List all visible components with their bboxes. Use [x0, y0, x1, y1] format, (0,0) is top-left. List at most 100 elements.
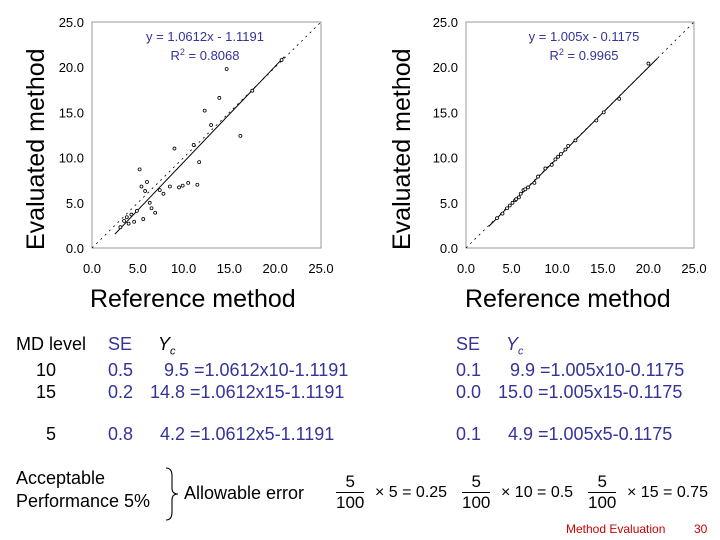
formula-numerator: 5: [588, 472, 617, 493]
curly-brace-icon: [165, 467, 179, 521]
data-point: [149, 206, 154, 211]
chart1-svg: 0.0 5.0 10.0 15.0 20.0 25.0 0.0 5.0 10.0 15.0 20.0…: [59, 15, 334, 276]
yc-subscript: c: [170, 345, 176, 358]
table-row-se2: 0.0: [456, 382, 482, 402]
data-point: [556, 154, 561, 159]
data-point: [129, 212, 134, 217]
table-row-md: 15: [36, 382, 57, 402]
chart2-xlabel: Reference method: [465, 285, 671, 313]
plot-frame: [91, 21, 322, 249]
data-point: [523, 187, 528, 192]
data-point: [143, 189, 148, 193]
data-point: [122, 218, 126, 223]
x-tick-label: 25.0: [308, 261, 333, 276]
data-point: [195, 182, 200, 187]
y-tick-label: 10.0: [59, 151, 84, 166]
data-point: [516, 195, 521, 200]
formula-numerator: 5: [462, 472, 491, 493]
data-point: [495, 216, 499, 221]
data-point: [224, 67, 229, 71]
data-point: [217, 96, 222, 100]
data-point: [147, 200, 152, 205]
formula-numerator: 5: [336, 472, 365, 493]
y-tick-label: 0.0: [440, 241, 458, 256]
formula-denominator: 100: [336, 493, 365, 512]
x-tick-label: 15.0: [590, 261, 615, 276]
data-point: [145, 180, 149, 184]
table-header-md: MD level: [16, 334, 87, 354]
data-point: [536, 174, 540, 179]
x-tick-label: 20.0: [263, 261, 288, 276]
x-tick-label: 0.0: [457, 261, 475, 276]
formula-2-fraction: 5 100: [462, 472, 491, 513]
data-point: [646, 61, 651, 66]
data-point: [161, 191, 166, 196]
table-row-md: 10: [36, 360, 57, 380]
table-header-se-2: SE: [456, 334, 481, 354]
data-point: [139, 184, 144, 189]
table-row-calc2: 9.9 =1.005x10-0.1175: [510, 360, 685, 380]
chart2-svg: 0.0 5.0 10.0 15.0 20.0 25.0 0.0 5.0 10.0 15.0 20.0…: [433, 15, 707, 276]
x-tick-label: 15.0: [217, 261, 242, 276]
footer-label: Method Evaluation: [566, 522, 666, 536]
yc-subscript: c: [518, 345, 524, 358]
data-point: [279, 58, 284, 62]
data-point: [566, 143, 571, 148]
data-point: [563, 147, 568, 152]
table-row-se2: 0.1: [456, 360, 482, 380]
data-point: [153, 210, 158, 215]
table-row-se1: 0.2: [108, 382, 134, 402]
y-tick-label: 0.0: [66, 241, 84, 256]
regression-equation: y = 1.005x - 0.1175: [529, 29, 640, 44]
y-tick-label: 15.0: [433, 105, 458, 120]
allowable-error-label: Allowable error: [184, 483, 305, 503]
data-point: [573, 138, 578, 143]
data-point: [132, 219, 137, 224]
y-tick-label: 20.0: [433, 60, 458, 75]
data-point: [191, 143, 196, 147]
footer-page-number: 30: [694, 522, 708, 536]
formula-3-rest: × 15 = 0.75: [627, 484, 708, 501]
data-point: [500, 211, 505, 216]
table-header-se-1: SE: [108, 334, 133, 354]
data-point: [118, 225, 123, 230]
data-point: [186, 181, 191, 185]
x-tick-label: 20.0: [636, 261, 661, 276]
formula-denominator: 100: [462, 493, 491, 512]
table-header-yc-1: Yc: [158, 334, 176, 358]
table-row-calc2: 15.0 =1.005x15-0.1175: [498, 382, 683, 402]
data-point: [209, 123, 213, 127]
data-point: [518, 191, 523, 196]
x-tick-label: 10.0: [171, 261, 196, 276]
table-row-calc2: 4.9 =1.005x5-0.1175: [508, 424, 673, 444]
data-point: [177, 185, 181, 190]
yc-letter: Y: [158, 334, 171, 354]
data-point: [505, 206, 509, 211]
y-tick-label: 5.0: [440, 196, 458, 211]
x-tick-label: 25.0: [681, 261, 706, 276]
data-point: [601, 110, 606, 115]
formula-denominator: 100: [588, 493, 617, 512]
table-row-se1: 0.5: [108, 360, 134, 380]
data-point: [197, 160, 202, 165]
data-point: [532, 181, 537, 185]
r-squared-label: R2 = 0.8068: [171, 47, 240, 63]
data-point: [526, 185, 530, 190]
data-point: [250, 88, 255, 93]
data-point: [549, 162, 554, 167]
data-point: [543, 166, 548, 171]
table-header-yc-2: Yc: [506, 334, 524, 358]
x-tick-label: 5.0: [129, 261, 147, 276]
y-tick-label: 25.0: [59, 15, 84, 30]
y-tick-label: 15.0: [59, 105, 84, 120]
data-point: [137, 167, 142, 172]
table-row-se2: 0.1: [456, 424, 482, 444]
data-point: [594, 118, 599, 123]
acceptable-line2: Performance 5%: [16, 491, 151, 511]
data-point: [180, 183, 185, 188]
table-row-calc1: 9.5 =1.0612x10-1.1191: [164, 360, 349, 380]
data-point: [558, 152, 563, 156]
plot-frame: [465, 21, 695, 249]
chart1-xlabel: Reference method: [90, 285, 296, 313]
data-point: [514, 197, 519, 202]
